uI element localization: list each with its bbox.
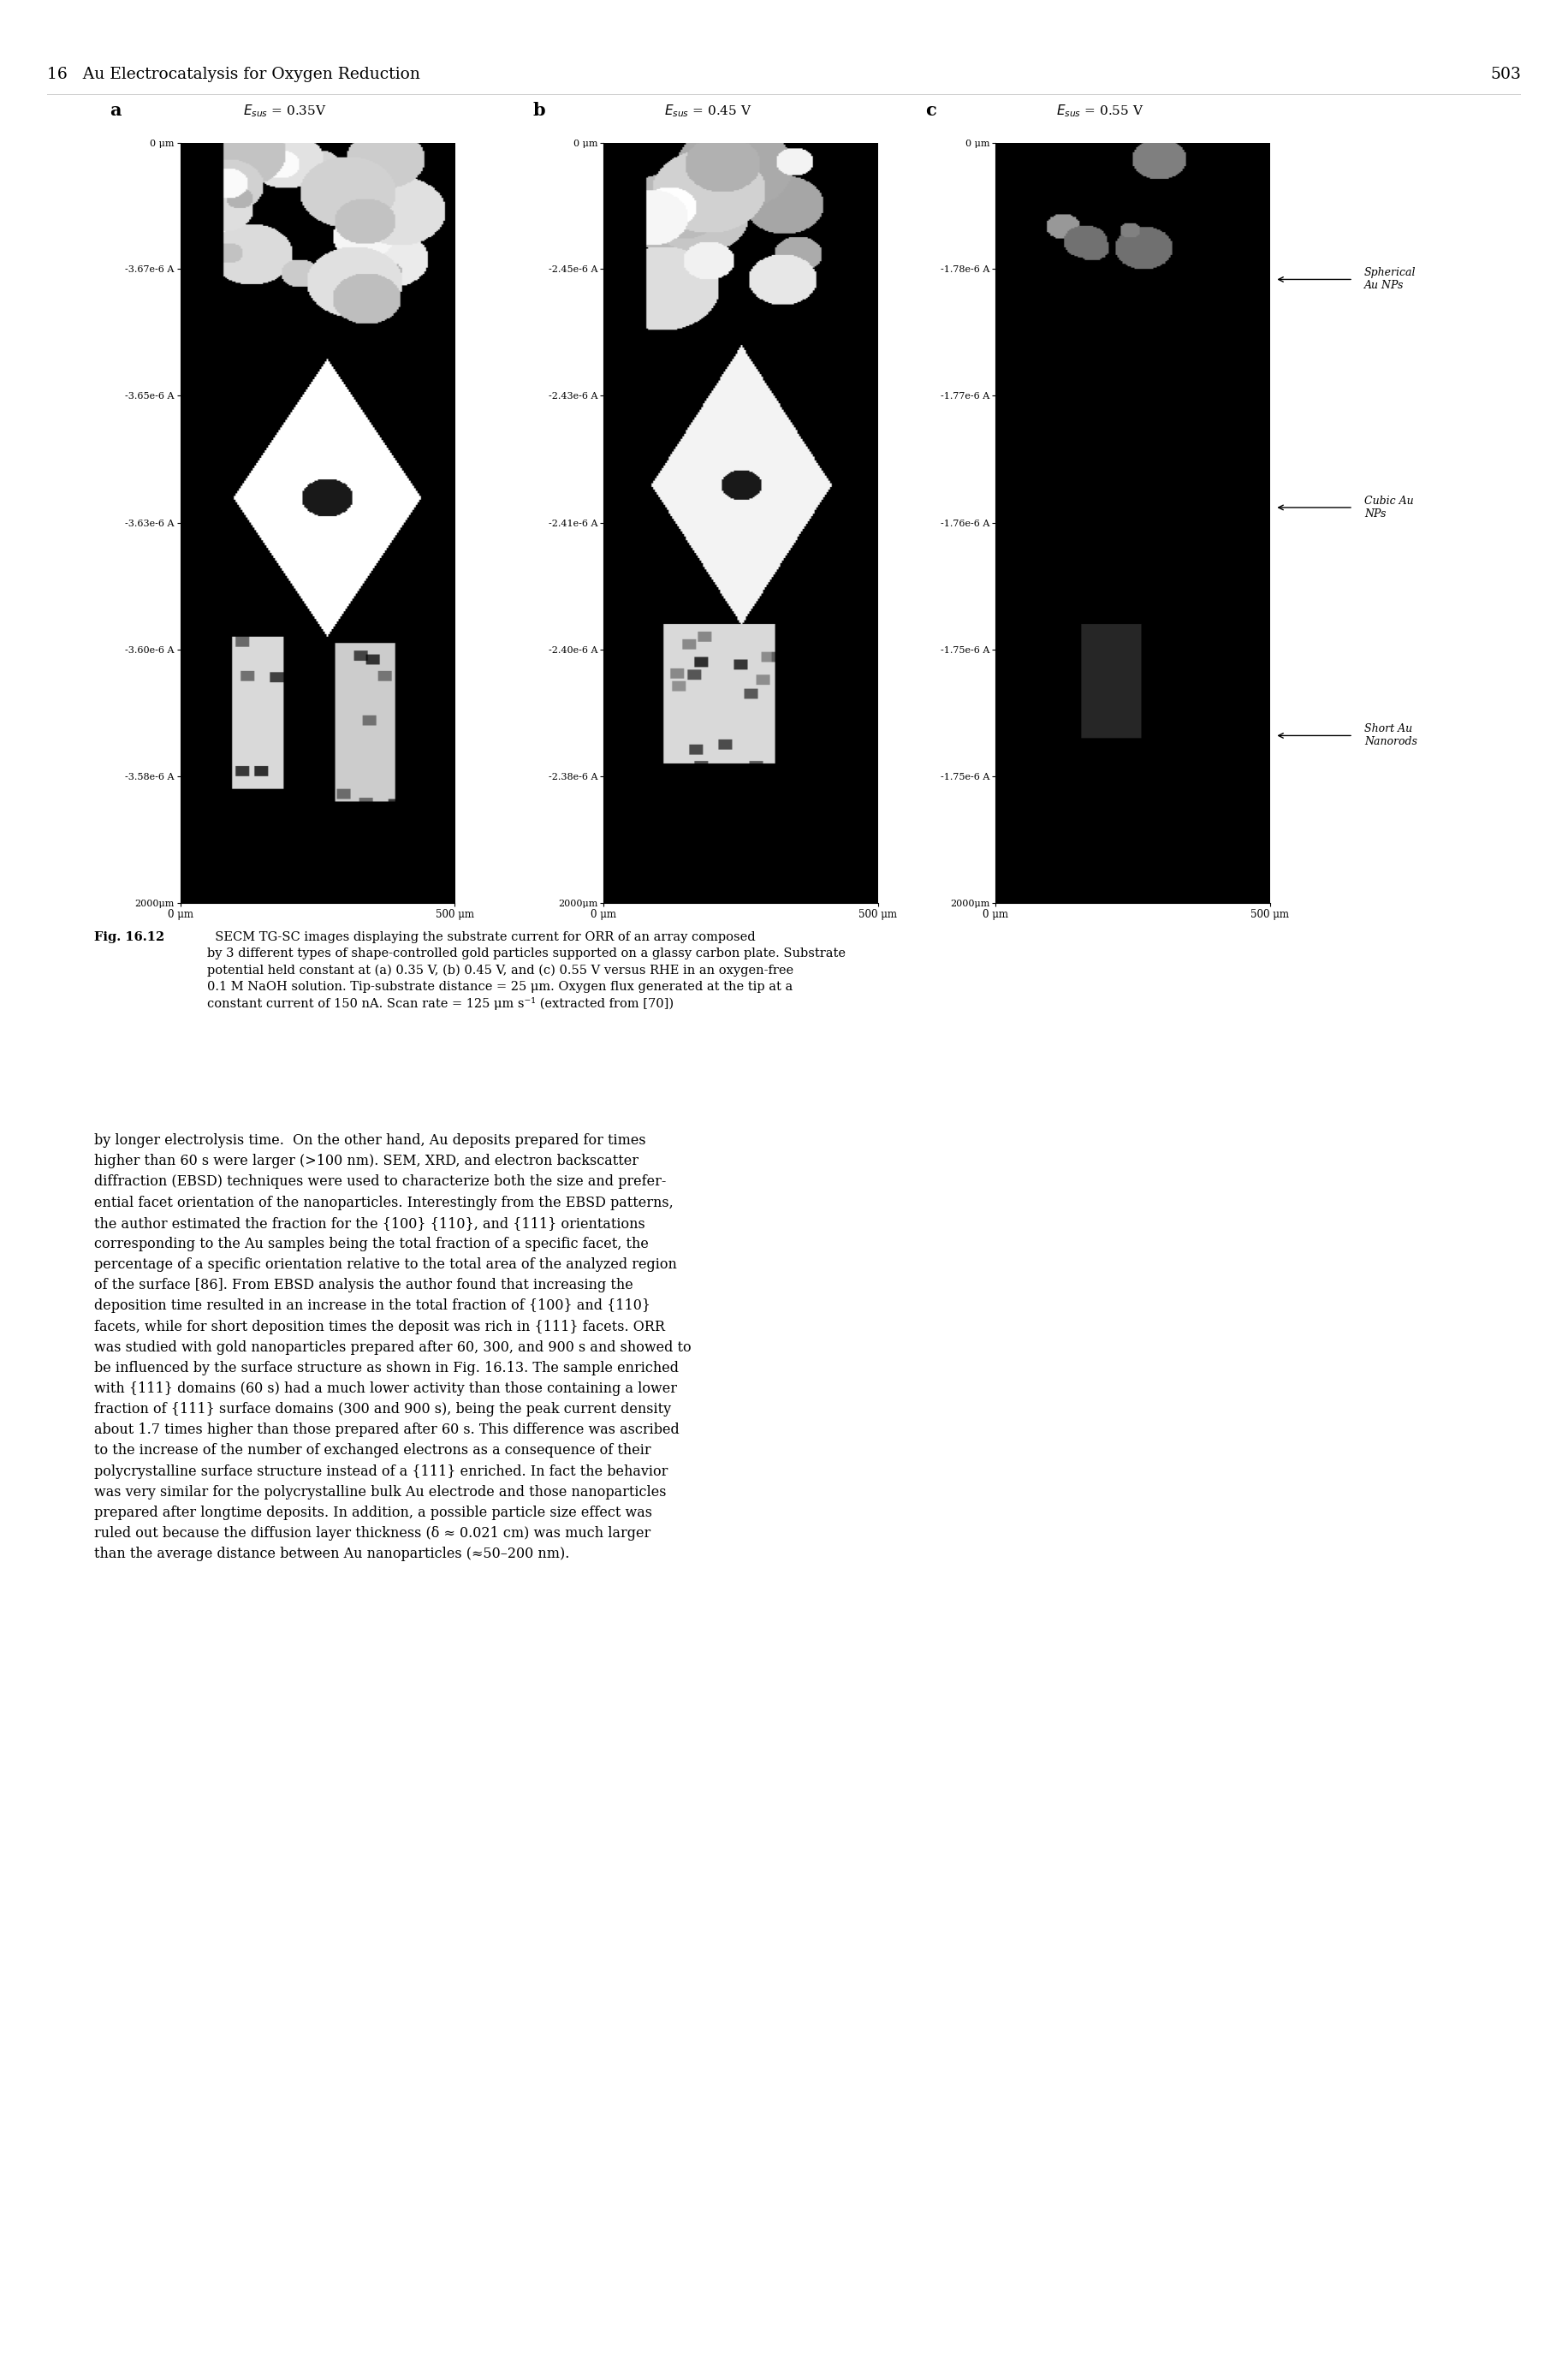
Text: c: c — [925, 102, 936, 119]
Text: $E_{sus}$ = 0.35V: $E_{sus}$ = 0.35V — [243, 102, 326, 119]
Text: by longer electrolysis time.  On the other hand, Au deposits prepared for times
: by longer electrolysis time. On the othe… — [94, 1133, 691, 1561]
Text: 16   Au Electrocatalysis for Oxygen Reduction: 16 Au Electrocatalysis for Oxygen Reduct… — [47, 67, 420, 81]
Text: Fig. 16.12: Fig. 16.12 — [94, 931, 165, 943]
Text: $E_{sus}$ = 0.55 V: $E_{sus}$ = 0.55 V — [1057, 102, 1143, 119]
Text: b: b — [533, 102, 546, 119]
Text: Spherical
Au NPs: Spherical Au NPs — [1364, 268, 1416, 292]
Text: Short Au
Nanorods: Short Au Nanorods — [1364, 725, 1417, 748]
Text: SECM TG-SC images displaying the substrate current for ORR of an array composed
: SECM TG-SC images displaying the substra… — [207, 931, 845, 1010]
Text: Cubic Au
NPs: Cubic Au NPs — [1364, 497, 1413, 520]
Text: 503: 503 — [1490, 67, 1521, 81]
Text: $E_{sus}$ = 0.45 V: $E_{sus}$ = 0.45 V — [665, 102, 751, 119]
Text: a: a — [110, 102, 121, 119]
